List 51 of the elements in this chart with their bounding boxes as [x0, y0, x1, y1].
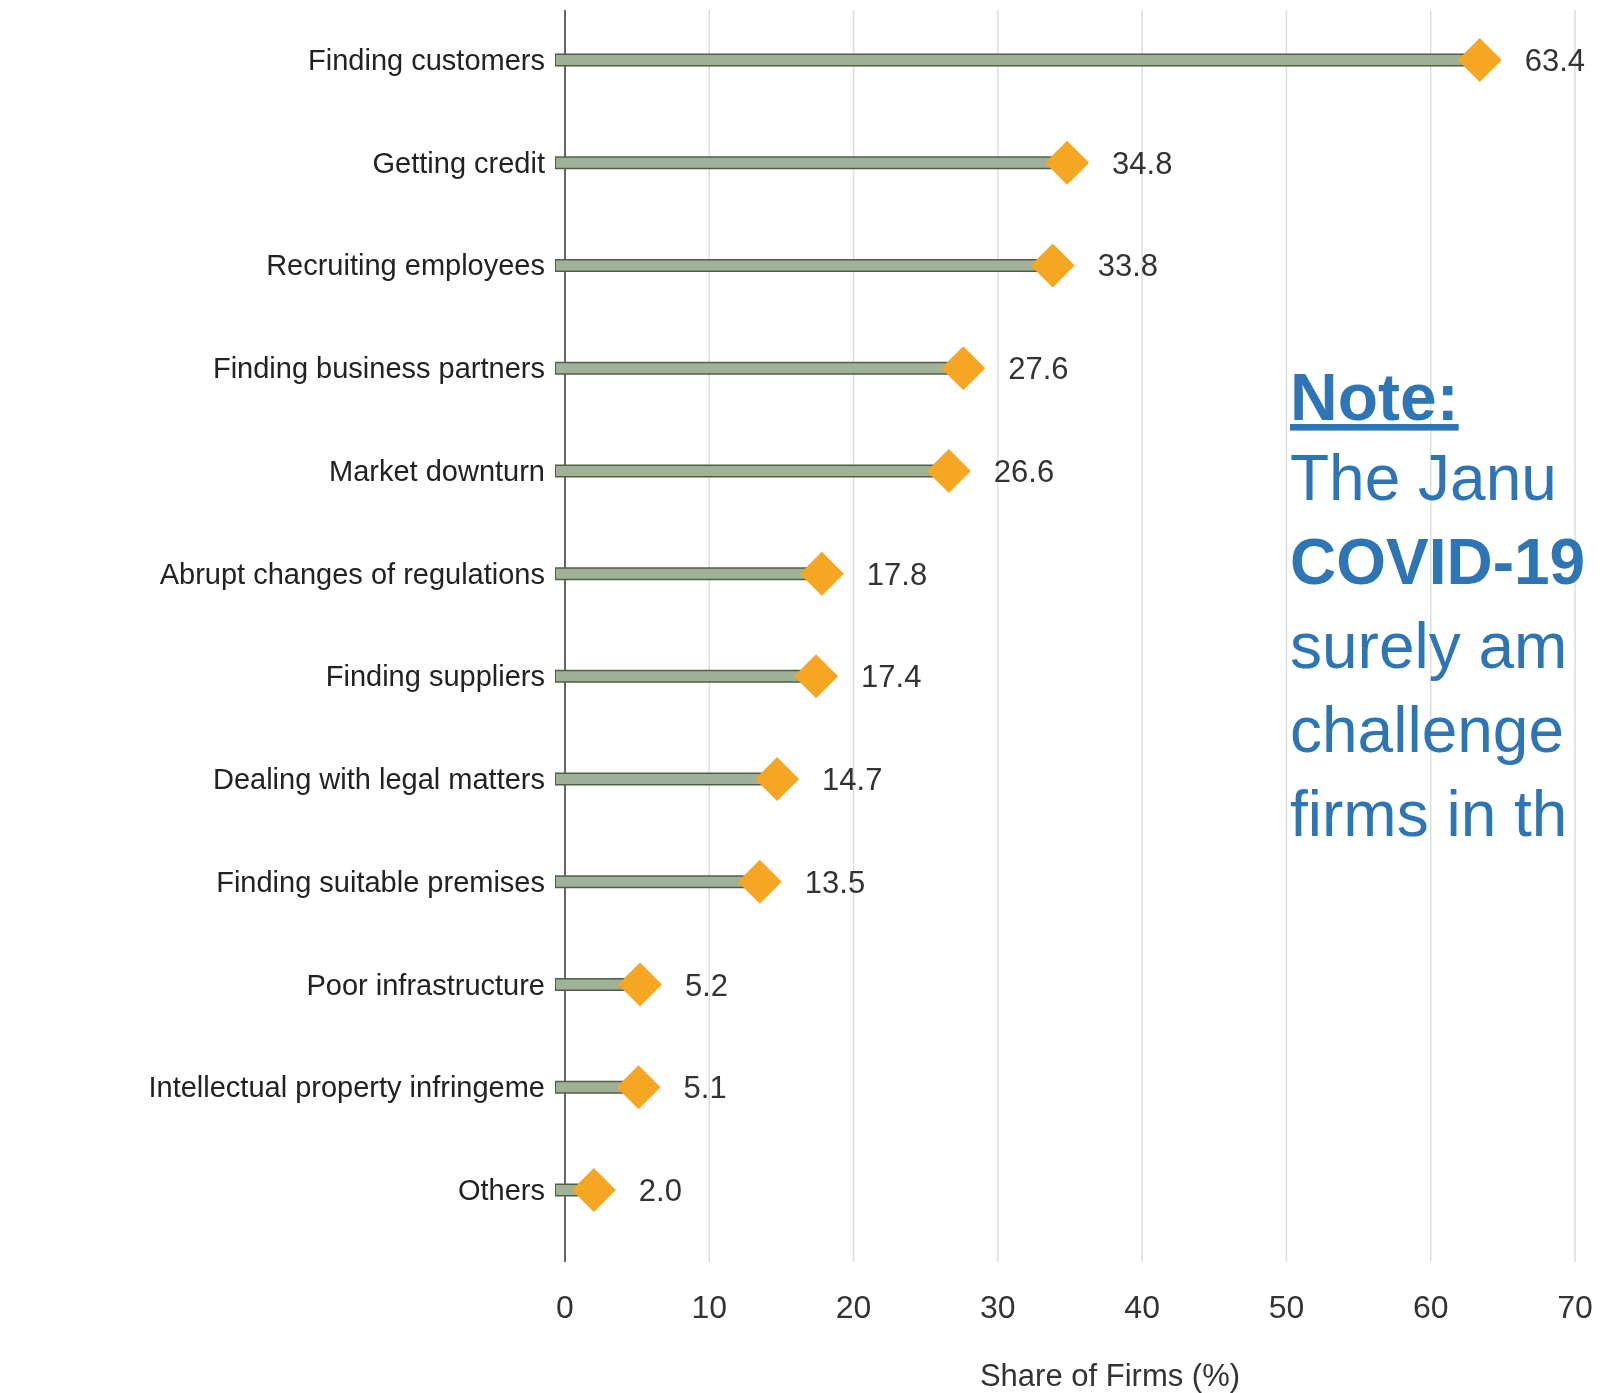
y-tick-label: Finding suppliers: [325, 660, 545, 693]
data-label: 34.8: [1112, 145, 1173, 181]
y-tick-label: Recruiting employees: [266, 249, 545, 282]
y-tick-label: Market downturn: [329, 454, 545, 487]
y-tick-label: Getting credit: [372, 146, 545, 179]
annotation: Note:: [1290, 360, 1459, 434]
point: [755, 757, 800, 802]
annotation: challenge: [1290, 694, 1564, 766]
y-tick-label: Others: [457, 1174, 545, 1206]
y-tick-label: Finding customers: [308, 44, 545, 76]
annotation: surely am: [1290, 610, 1568, 682]
x-axis-title: Share of Firms (%): [979, 1358, 1241, 1393]
point: [926, 448, 971, 493]
x-tick-label: 50: [1268, 1289, 1305, 1325]
annotation: COVID-19: [1290, 526, 1586, 598]
y-tick-label: Poor infrastructure: [306, 968, 545, 1001]
data-label: 17.4: [861, 659, 922, 695]
y-tick-label: Abrupt changes of regulations: [159, 557, 545, 590]
data-label: 14.7: [822, 762, 883, 798]
y-tick-label: Finding business partners: [212, 352, 545, 385]
y-tick-label: Finding suitable premises: [216, 865, 545, 898]
data-label: 2.0: [638, 1173, 682, 1208]
x-tick-label: 70: [1557, 1289, 1593, 1325]
data-label: 33.8: [1097, 248, 1159, 284]
y-tick-label: Dealing with legal matters: [212, 763, 545, 796]
point: [1045, 140, 1090, 185]
point: [1030, 243, 1075, 288]
point: [618, 962, 663, 1007]
annotation: firms in th: [1290, 778, 1568, 850]
x-tick-label: 30: [980, 1289, 1016, 1325]
point: [799, 551, 844, 596]
data-label: 5.2: [685, 967, 729, 1003]
point: [737, 859, 782, 904]
x-tick-label: 10: [691, 1289, 728, 1325]
data-label: 5.1: [683, 1070, 727, 1106]
x-tick-label: 60: [1412, 1289, 1449, 1325]
x-tick-label: 40: [1124, 1289, 1160, 1325]
data-label: 26.6: [993, 453, 1055, 489]
data-label: 27.6: [1008, 351, 1069, 387]
point: [941, 346, 986, 391]
data-label: 63.4: [1524, 43, 1586, 78]
x-tick-label: 0: [556, 1289, 574, 1325]
x-tick-label: 20: [835, 1289, 872, 1325]
data-label: 13.5: [804, 864, 866, 900]
data-label: 17.8: [866, 556, 928, 592]
y-tick-label: Intellectual property infringeme: [148, 1071, 545, 1104]
point: [1457, 38, 1502, 82]
point: [616, 1065, 661, 1110]
annotation: The Janu: [1290, 442, 1557, 514]
point: [571, 1168, 616, 1212]
point: [794, 654, 839, 699]
